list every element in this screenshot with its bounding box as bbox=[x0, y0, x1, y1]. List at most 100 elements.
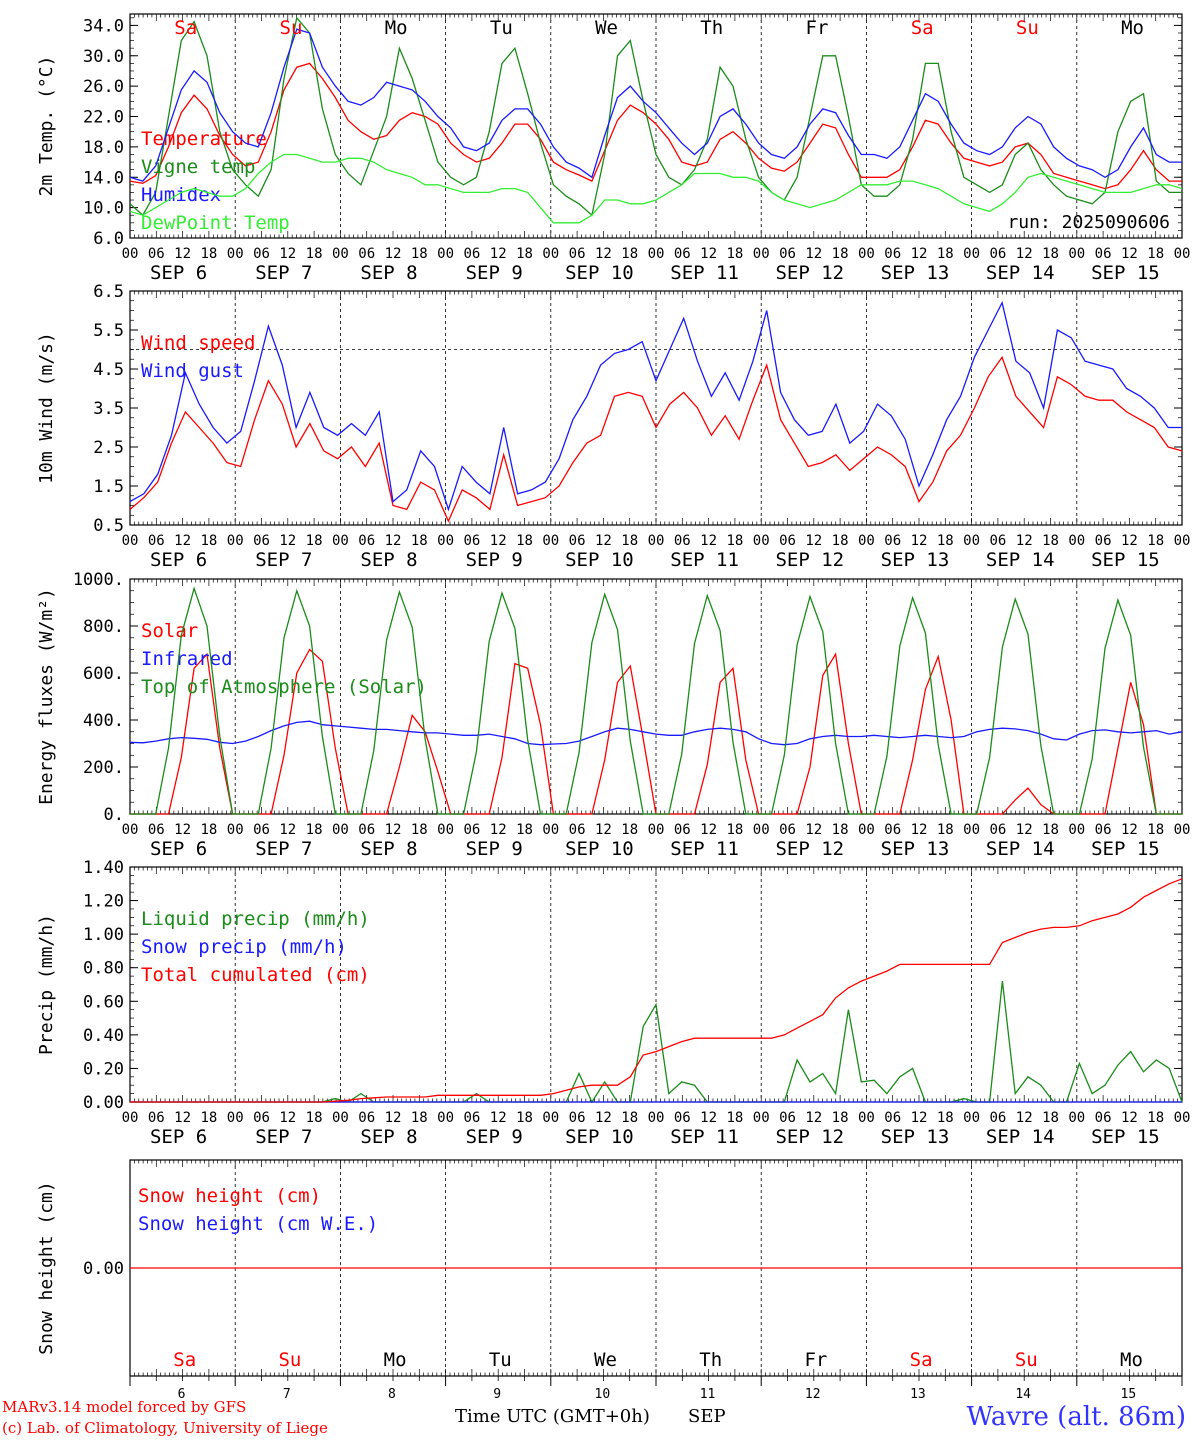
hour-label: 12 bbox=[385, 246, 402, 262]
hour-label: 18 bbox=[726, 246, 743, 262]
series-line bbox=[130, 586, 1182, 815]
hour-label: 00 bbox=[1174, 822, 1191, 838]
weekday-label: Mo bbox=[384, 1349, 407, 1371]
y-tick-label: 2.5 bbox=[93, 438, 124, 458]
hour-label: 06 bbox=[884, 1110, 901, 1126]
hour-label: 06 bbox=[569, 1110, 586, 1126]
legend-label: Snow height (cm) bbox=[138, 1185, 321, 1207]
date-label: SEP 6 bbox=[150, 1126, 207, 1148]
hour-label: 00 bbox=[858, 822, 875, 838]
hour-label: 12 bbox=[595, 822, 612, 838]
hour-label: 12 bbox=[385, 822, 402, 838]
y-tick-label: 6.5 bbox=[93, 282, 124, 302]
y-tick-label: 0.20 bbox=[83, 1059, 124, 1079]
weekday-label: Sa bbox=[910, 1349, 933, 1371]
y-tick-label: 0.40 bbox=[83, 1026, 124, 1046]
day-number-label: 6 bbox=[178, 1387, 186, 1402]
date-label: SEP 6 bbox=[150, 262, 207, 284]
weekday-label: Fr bbox=[804, 1349, 827, 1371]
hour-label: 12 bbox=[1121, 246, 1138, 262]
y-axis-label: 2m Temp. (°C) bbox=[36, 56, 57, 197]
hour-label: 18 bbox=[832, 246, 849, 262]
hour-label: 00 bbox=[437, 246, 454, 262]
hour-label: 06 bbox=[358, 1110, 375, 1126]
hour-label: 00 bbox=[542, 822, 559, 838]
y-tick-label: 14.0 bbox=[83, 168, 124, 188]
y-tick-label: 800. bbox=[83, 617, 124, 637]
hour-label: 18 bbox=[1042, 822, 1059, 838]
hour-label: 12 bbox=[700, 533, 717, 549]
date-label: SEP 7 bbox=[255, 262, 312, 284]
run-annotation: run: 2025090606 bbox=[1007, 212, 1170, 233]
weekday-label: Mo bbox=[1120, 1349, 1143, 1371]
hour-label: 00 bbox=[332, 822, 349, 838]
hour-label: 06 bbox=[989, 822, 1006, 838]
y-tick-label: 1.00 bbox=[83, 925, 124, 945]
hour-label: 00 bbox=[648, 1110, 665, 1126]
hour-label: 06 bbox=[674, 1110, 691, 1126]
hour-label: 00 bbox=[1068, 1110, 1085, 1126]
date-label: SEP 8 bbox=[360, 549, 417, 571]
hour-label: 00 bbox=[227, 246, 244, 262]
y-tick-label: 200. bbox=[83, 758, 124, 778]
hour-label: 06 bbox=[989, 1110, 1006, 1126]
hour-label: 00 bbox=[122, 1110, 139, 1126]
hour-label: 06 bbox=[253, 822, 270, 838]
weekday-label: Tu bbox=[490, 17, 513, 39]
weekday-label: Tu bbox=[489, 1349, 512, 1371]
date-label: SEP 14 bbox=[986, 262, 1055, 284]
hour-label: 12 bbox=[805, 246, 822, 262]
time-axis-month: SEP bbox=[688, 1406, 726, 1427]
hour-label: 06 bbox=[148, 822, 165, 838]
date-label: SEP 10 bbox=[565, 838, 634, 860]
time-axis-title: Time UTC (GMT+0h) bbox=[455, 1406, 650, 1427]
hour-label: 18 bbox=[200, 822, 217, 838]
date-label: SEP 12 bbox=[775, 1126, 844, 1148]
date-label: SEP 15 bbox=[1091, 549, 1160, 571]
weekday-label: Su bbox=[1016, 17, 1039, 39]
hour-label: 18 bbox=[1042, 246, 1059, 262]
date-label: SEP 15 bbox=[1091, 1126, 1160, 1148]
hour-label: 12 bbox=[490, 1110, 507, 1126]
hour-label: 18 bbox=[200, 246, 217, 262]
date-label: SEP 9 bbox=[466, 549, 523, 571]
hour-label: 18 bbox=[516, 1110, 533, 1126]
date-label: SEP 10 bbox=[565, 1126, 634, 1148]
hour-label: 18 bbox=[411, 533, 428, 549]
date-label: SEP 6 bbox=[150, 838, 207, 860]
hour-label: 00 bbox=[332, 1110, 349, 1126]
y-tick-label: 18.0 bbox=[83, 138, 124, 158]
hour-label: 18 bbox=[516, 246, 533, 262]
weekday-label: We bbox=[594, 1349, 617, 1371]
hour-label: 00 bbox=[437, 533, 454, 549]
hour-label: 06 bbox=[1095, 246, 1112, 262]
hour-label: 12 bbox=[1016, 1110, 1033, 1126]
y-axis-label: 10m Wind (m/s) bbox=[36, 332, 57, 484]
hour-label: 12 bbox=[805, 1110, 822, 1126]
hour-label: 00 bbox=[963, 822, 980, 838]
hour-label: 18 bbox=[200, 1110, 217, 1126]
hour-label: 00 bbox=[332, 533, 349, 549]
weekday-label: Mo bbox=[1121, 17, 1144, 39]
hour-label: 00 bbox=[437, 822, 454, 838]
hour-label: 18 bbox=[726, 533, 743, 549]
hour-label: 06 bbox=[674, 822, 691, 838]
date-label: SEP 12 bbox=[775, 838, 844, 860]
hour-label: 12 bbox=[174, 822, 191, 838]
hour-label: 06 bbox=[1095, 822, 1112, 838]
hour-label: 00 bbox=[753, 822, 770, 838]
hour-label: 00 bbox=[332, 246, 349, 262]
legend-label: Infrared bbox=[141, 648, 233, 670]
hour-label: 12 bbox=[1121, 822, 1138, 838]
legend-label: Humidex bbox=[141, 184, 221, 206]
hour-label: 18 bbox=[200, 533, 217, 549]
hour-label: 12 bbox=[279, 1110, 296, 1126]
hour-label: 18 bbox=[937, 1110, 954, 1126]
y-tick-label: 0.00 bbox=[83, 1259, 124, 1279]
hour-label: 12 bbox=[805, 822, 822, 838]
legend-label: Total cumulated (cm) bbox=[141, 964, 370, 986]
hour-label: 06 bbox=[989, 246, 1006, 262]
y-tick-label: 30.0 bbox=[83, 47, 124, 67]
date-label: SEP 10 bbox=[565, 549, 634, 571]
hour-label: 00 bbox=[437, 1110, 454, 1126]
